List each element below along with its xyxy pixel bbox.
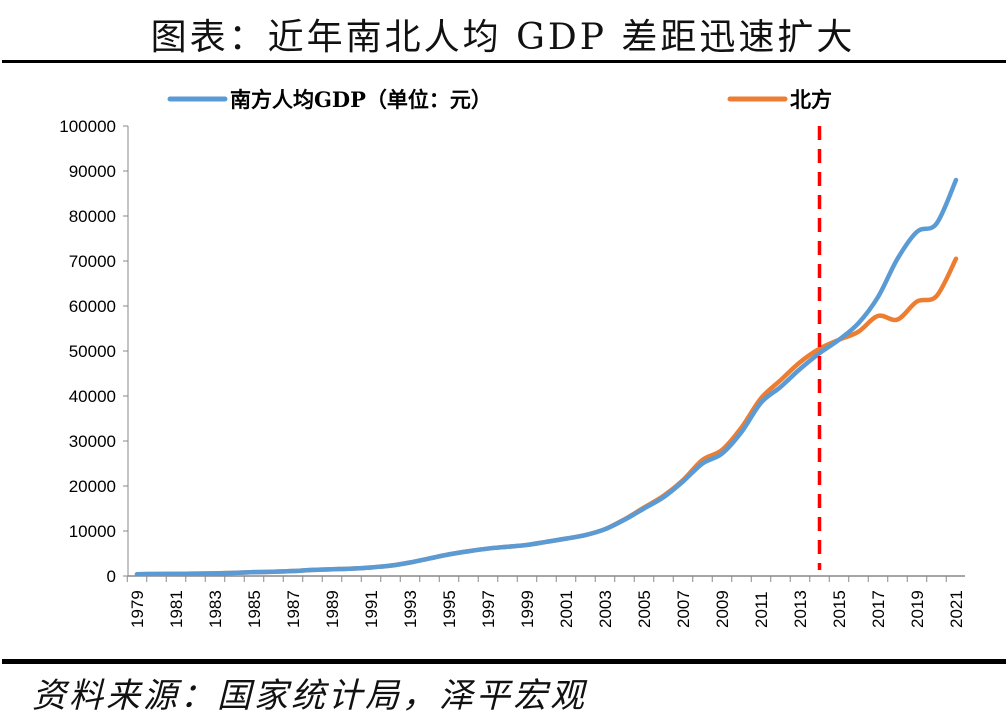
bottom-rule bbox=[2, 659, 1006, 664]
x-tick-label: 2019 bbox=[908, 590, 927, 628]
y-tick-label: 90000 bbox=[69, 162, 116, 181]
x-tick-label: 1991 bbox=[362, 590, 381, 628]
north-gdp-line bbox=[134, 256, 959, 577]
x-tick-label: 2015 bbox=[830, 590, 849, 628]
legend-label-north: 北方 bbox=[790, 87, 832, 112]
y-tick-label: 60000 bbox=[69, 297, 116, 316]
x-tick-label: 2007 bbox=[674, 590, 693, 628]
x-tick-label: 2013 bbox=[791, 590, 810, 628]
y-tick-label: 80000 bbox=[69, 207, 116, 226]
source-note: 资料来源：国家统计局，泽平宏观 bbox=[32, 676, 587, 716]
y-tick-label: 40000 bbox=[69, 387, 116, 406]
x-tick-label: 2003 bbox=[596, 590, 615, 628]
x-tick-label: 2011 bbox=[752, 591, 771, 628]
x-tick-label: 1979 bbox=[128, 590, 147, 628]
y-tick-label: 100000 bbox=[59, 117, 116, 136]
x-tick-label: 2021 bbox=[947, 590, 966, 628]
x-tick-label: 1987 bbox=[284, 590, 303, 628]
y-tick-label: 30000 bbox=[69, 432, 116, 451]
line-chart: 0 10000 20000 30000 40000 50000 60000 70000 8000… bbox=[59, 87, 966, 628]
x-tick-label: 2005 bbox=[635, 590, 654, 628]
x-tick-label: 1981 bbox=[167, 590, 186, 628]
x-tick-label: 2009 bbox=[713, 590, 732, 628]
x-tick-label: 1985 bbox=[245, 590, 264, 628]
y-tick-label: 10000 bbox=[69, 522, 116, 541]
x-tick-label: 1989 bbox=[323, 590, 342, 628]
legend-label-south: 南方人均GDP（单位：元） bbox=[230, 87, 492, 112]
x-tick-label: 2017 bbox=[869, 590, 888, 628]
x-tick-label: 1999 bbox=[518, 590, 537, 628]
y-tick-label: 50000 bbox=[69, 342, 116, 361]
x-tick-label: 1997 bbox=[479, 590, 498, 628]
y-tick-label: 0 bbox=[107, 567, 116, 586]
top-rule bbox=[2, 60, 1006, 63]
y-tick-label: 20000 bbox=[69, 477, 116, 496]
y-tick-label: 70000 bbox=[69, 252, 116, 271]
chart-title: 图表：近年南北人均 GDP 差距迅速扩大 bbox=[150, 17, 856, 58]
x-tick-label: 1993 bbox=[401, 590, 420, 628]
x-tick-label: 2001 bbox=[557, 590, 576, 628]
south-gdp-line bbox=[134, 177, 959, 577]
x-tick-label: 1983 bbox=[206, 590, 225, 628]
x-tick-label: 1995 bbox=[440, 590, 459, 628]
